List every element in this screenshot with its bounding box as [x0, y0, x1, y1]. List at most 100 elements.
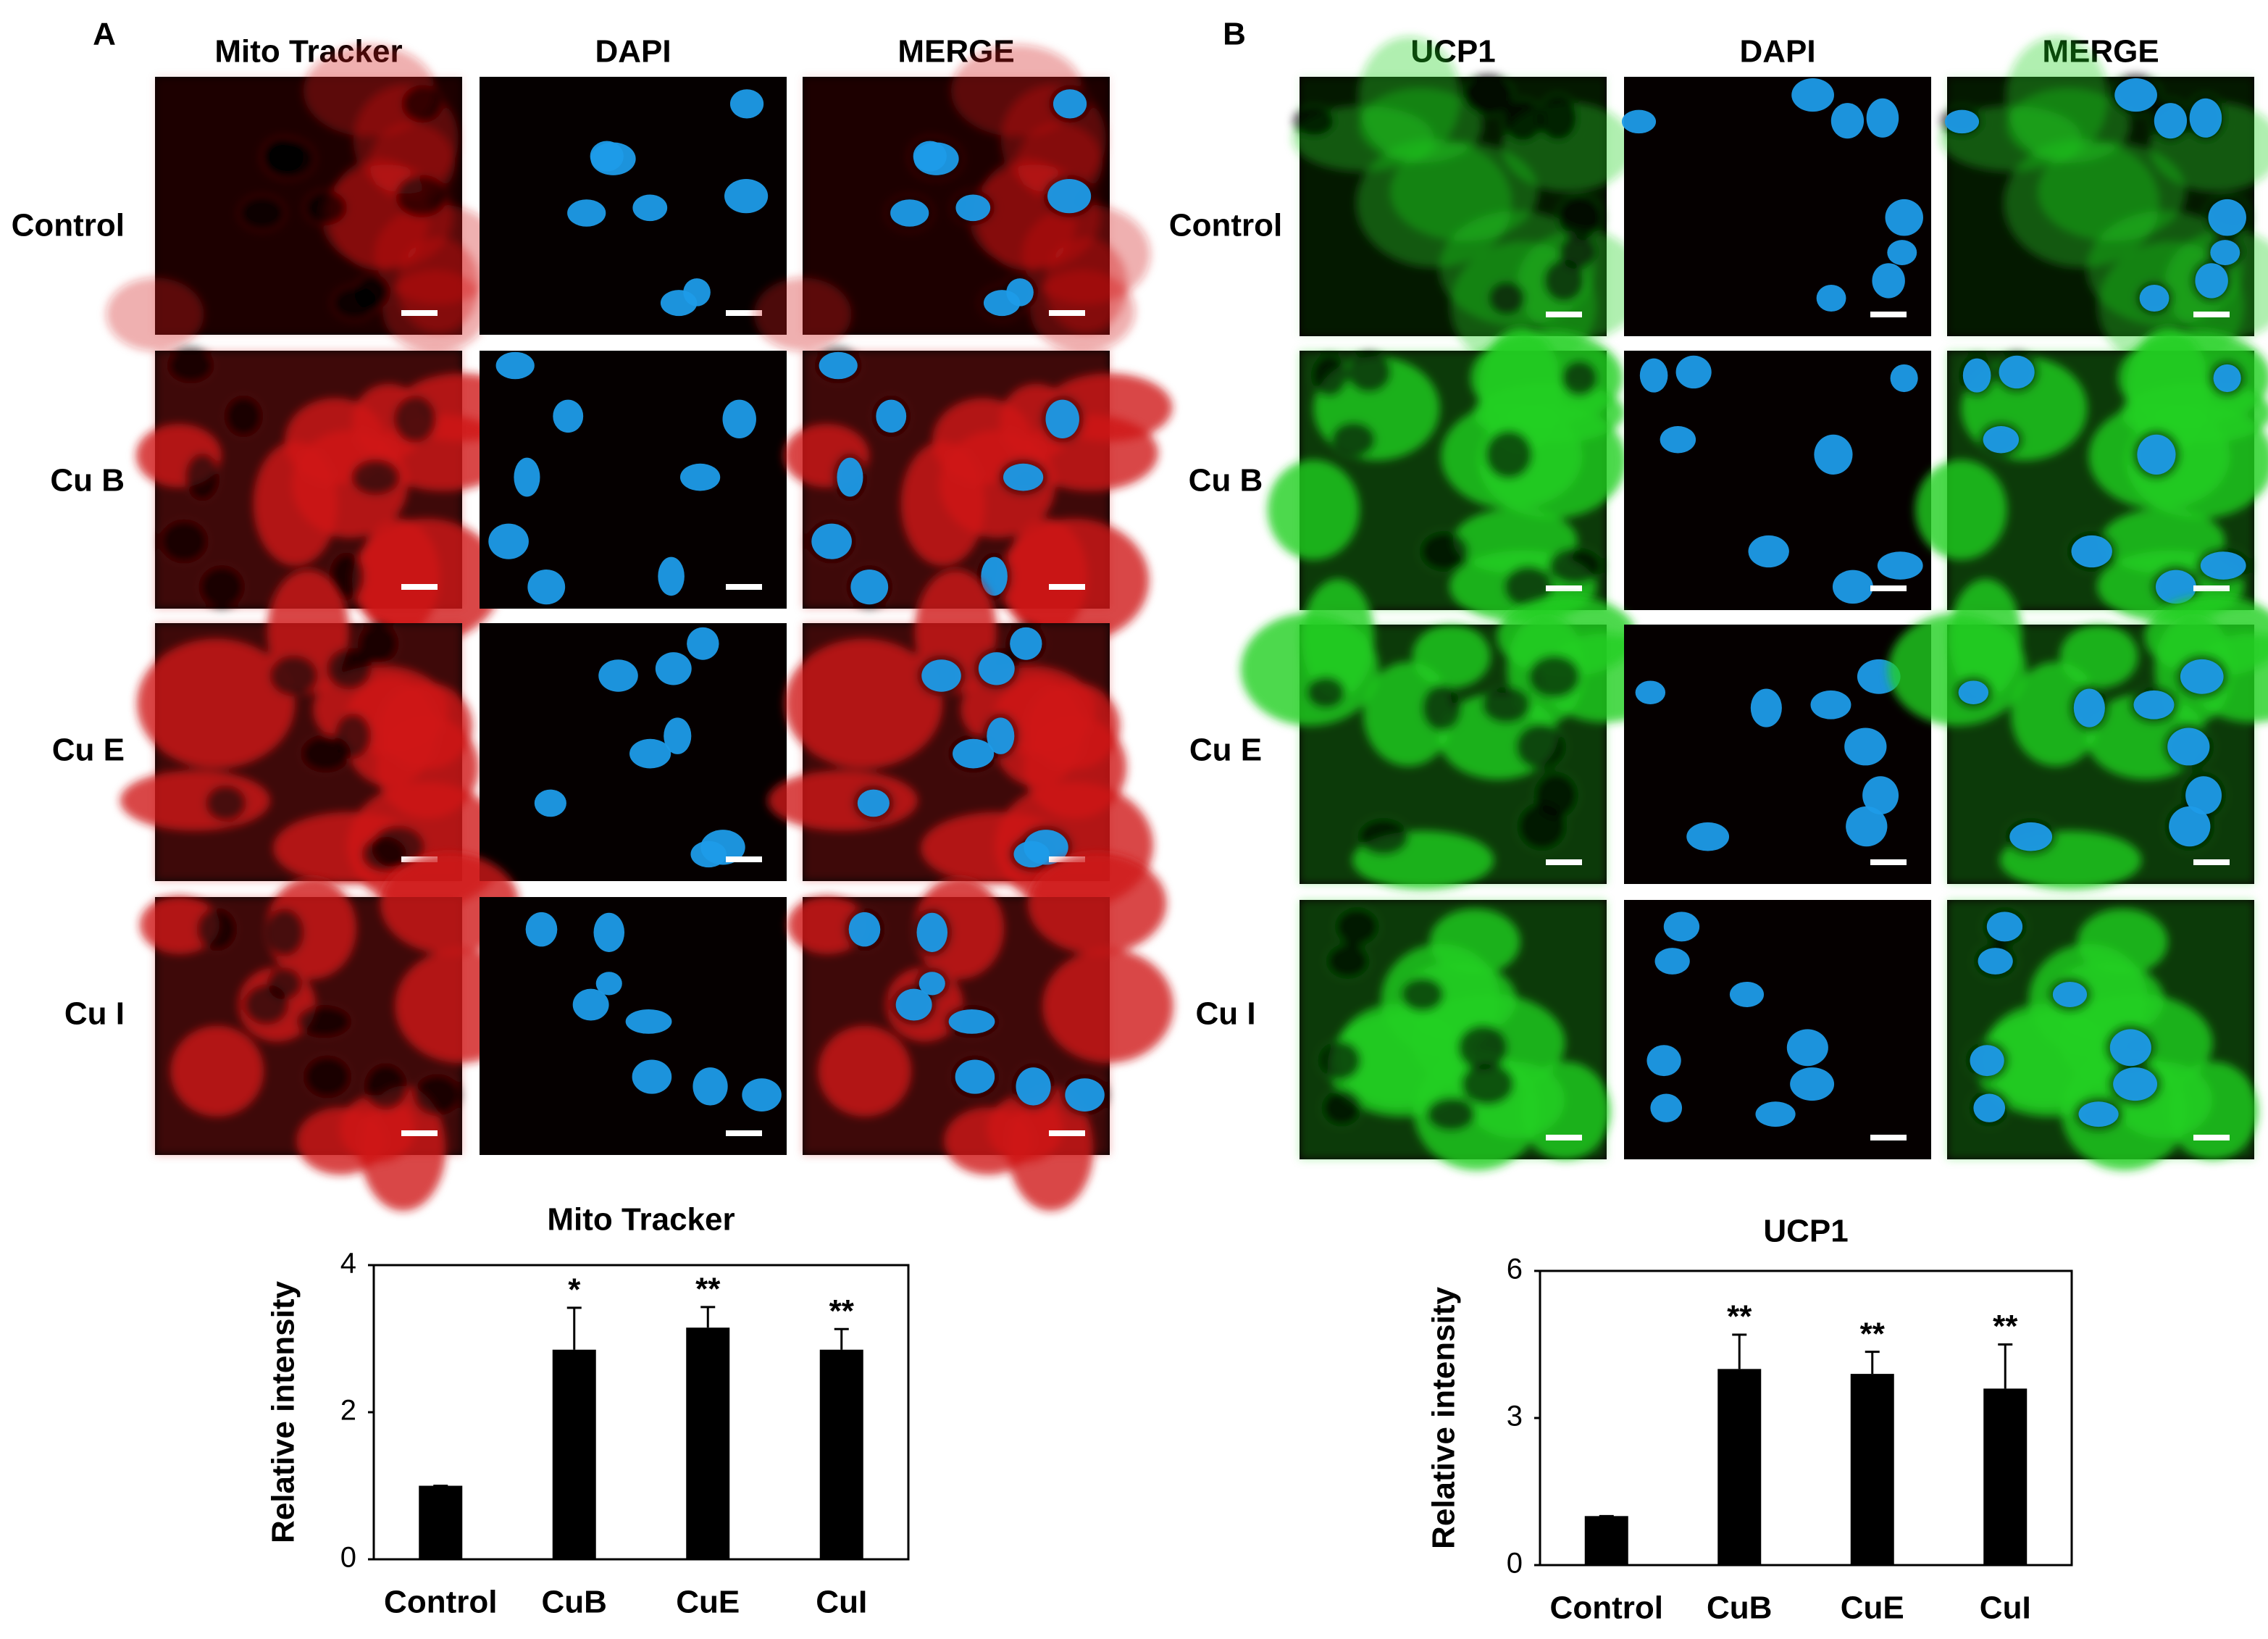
micrograph [787, 852, 1173, 1211]
cell-cytoplasm [1429, 908, 1520, 975]
cell-cytoplasm [170, 1025, 264, 1117]
micrograph [1624, 351, 1931, 610]
nucleus [2189, 98, 2222, 138]
cell-vacuole [1561, 359, 1598, 397]
cell-vacuole [304, 190, 348, 226]
micrograph [1624, 625, 1931, 884]
nucleus [2114, 78, 2157, 112]
nucleus [1890, 364, 1918, 393]
scale-bar [1546, 312, 1582, 317]
nucleus [1755, 1101, 1796, 1127]
cell-cytoplasm [120, 770, 271, 831]
nucleus [658, 556, 685, 596]
micrograph [1621, 77, 1931, 336]
nucleus [488, 523, 529, 559]
micrograph [480, 351, 787, 609]
panel-label: A [93, 17, 116, 52]
cell-vacuole [1321, 1089, 1363, 1127]
scale-bar [1546, 1135, 1582, 1140]
nucleus [655, 652, 692, 685]
cell-cytoplasm [1042, 948, 1173, 1064]
x-tick-label: CuE [676, 1585, 740, 1620]
nucleus [1877, 551, 1923, 580]
nucleus [1646, 1045, 1681, 1077]
micrograph [753, 44, 1151, 353]
cell-vacuole [1548, 547, 1603, 584]
scale-bar [726, 1130, 762, 1136]
nucleus [1003, 463, 1044, 491]
nucleus [1986, 912, 2023, 942]
cell-vacuole [1556, 194, 1603, 241]
cell-vacuole [243, 984, 289, 1025]
row-label: Cu B [1189, 463, 1263, 499]
nucleus [2073, 688, 2105, 727]
cell-vacuole [1461, 1063, 1515, 1106]
cell-vacuole [205, 785, 246, 822]
scale-bar [2193, 585, 2230, 591]
scale-bar [726, 856, 762, 862]
cell-vacuole [224, 395, 264, 438]
nucleus [953, 738, 995, 769]
nucleus [1962, 358, 1991, 393]
micrograph [135, 347, 525, 643]
nucleus [1663, 912, 1700, 942]
error-bar [1865, 1351, 1880, 1375]
nucleus [1053, 89, 1087, 119]
nucleus [2180, 659, 2224, 694]
micrograph [783, 347, 1173, 643]
nucleus [590, 141, 624, 172]
micrograph [1267, 327, 1626, 622]
nucleus [2139, 284, 2169, 312]
nucleus [2133, 690, 2175, 720]
cell-cytoplasm [1008, 1085, 1094, 1211]
significance-mark: * [568, 1272, 581, 1307]
error-bar [700, 1306, 716, 1328]
stain-layer [106, 44, 503, 353]
cell-vacuole [303, 1055, 352, 1098]
nucleus [2169, 806, 2211, 847]
nucleus [2200, 551, 2246, 580]
cell-cytoplasm [1915, 459, 2007, 560]
cell-vacuole [185, 453, 220, 501]
stain-layer [1240, 578, 1669, 890]
cell-cytoplasm [351, 518, 502, 643]
cell-cytoplasm [784, 638, 943, 769]
cell-vacuole [261, 136, 304, 176]
cell-vacuole [1517, 801, 1568, 851]
nucleus [857, 789, 890, 817]
nucleus [1650, 1093, 1683, 1122]
cell-cytoplasm [950, 44, 1084, 137]
micrograph [120, 569, 506, 909]
cell-vacuole [1543, 259, 1585, 303]
cell-vacuole [335, 713, 372, 759]
cell-vacuole [238, 195, 286, 231]
nucleus [729, 89, 764, 119]
nucleus [2195, 263, 2228, 299]
micrograph [480, 897, 787, 1155]
nucleus [664, 717, 692, 754]
micrograph [1939, 36, 2268, 372]
nucleus [632, 1059, 672, 1094]
scale-bar [726, 310, 762, 316]
cell-vacuole [351, 459, 401, 496]
cell-vacuole [396, 175, 448, 218]
nucleus [724, 179, 769, 214]
scale-bar [401, 310, 438, 316]
nucleus [625, 1009, 672, 1034]
cell-vacuole [1421, 684, 1462, 732]
nucleus [1866, 98, 1899, 138]
micrograph [480, 77, 787, 335]
bar [686, 1327, 730, 1559]
cell-vacuole [1334, 907, 1380, 946]
row-label: Control [1169, 208, 1282, 243]
stain-layer [1267, 327, 1626, 622]
cell-vacuole [1357, 817, 1410, 856]
cell-vacuole [1463, 73, 1514, 117]
micrograph [1888, 578, 2268, 890]
stain-layer [1947, 900, 2259, 1171]
stain-layer [753, 44, 1151, 353]
cell-vacuole [1485, 430, 1533, 479]
scale-bar [1870, 1135, 1907, 1140]
cell-vacuole [196, 907, 238, 951]
